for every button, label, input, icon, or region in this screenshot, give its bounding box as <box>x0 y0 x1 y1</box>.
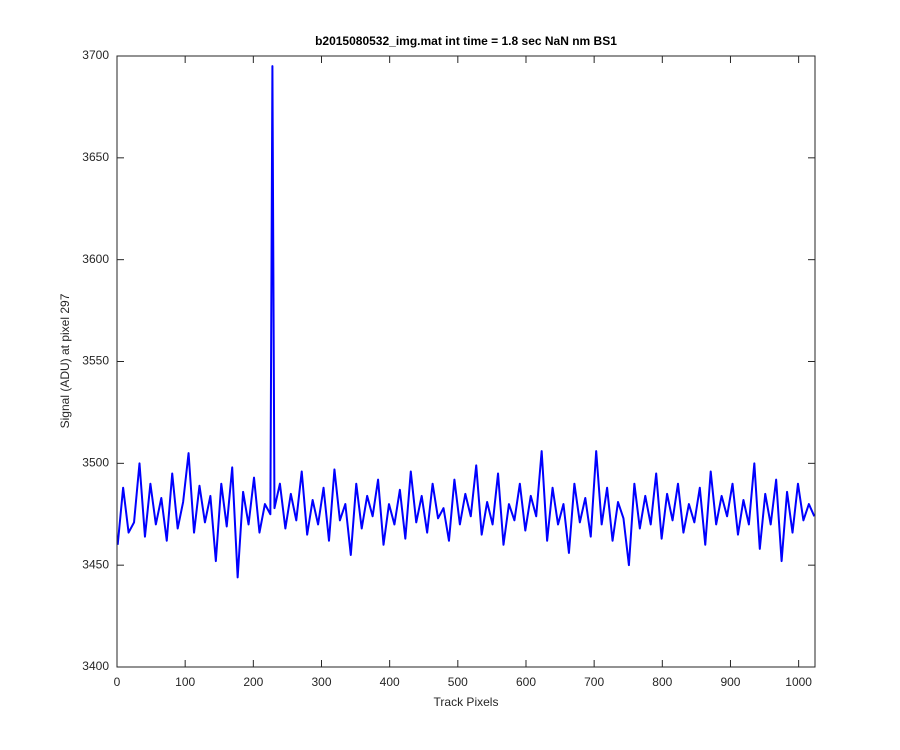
x-tick-label: 900 <box>720 675 740 689</box>
x-tick-label: 1000 <box>785 675 812 689</box>
x-tick-label: 600 <box>516 675 536 689</box>
y-tick-label: 3600 <box>82 252 109 266</box>
data-line <box>116 65 816 579</box>
chart-title: b2015080532_img.mat int time = 1.8 sec N… <box>315 34 617 48</box>
y-tick-label: 3650 <box>82 150 109 164</box>
x-tick-label: 200 <box>243 675 263 689</box>
y-tick-label: 3700 <box>82 48 109 62</box>
x-tick-label: 0 <box>114 675 121 689</box>
plot-frame <box>116 55 816 668</box>
x-tick-label: 400 <box>380 675 400 689</box>
x-tick-label: 500 <box>448 675 468 689</box>
x-tick-label: 800 <box>652 675 672 689</box>
y-axis-label: Signal (ADU) at pixel 297 <box>58 293 72 428</box>
x-tick-label: 700 <box>584 675 604 689</box>
x-tick-label: 300 <box>311 675 331 689</box>
y-tick-label: 3500 <box>82 456 109 470</box>
y-tick-label: 3550 <box>82 354 109 368</box>
x-tick-label: 100 <box>175 675 195 689</box>
y-tick-label: 3400 <box>82 659 109 673</box>
x-axis-label: Track Pixels <box>434 695 499 709</box>
y-tick-label: 3450 <box>82 557 109 571</box>
